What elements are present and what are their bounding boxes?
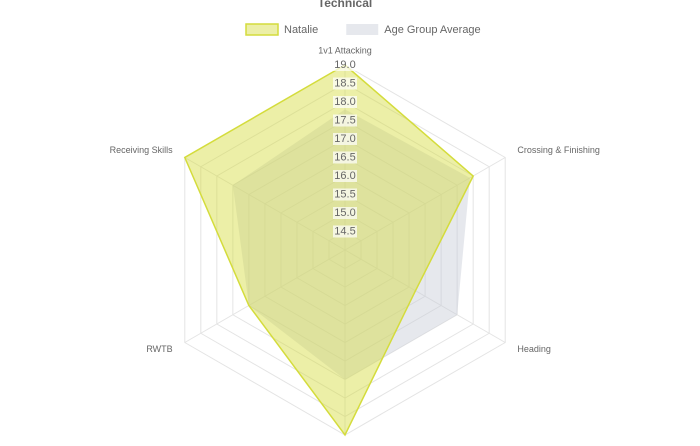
tick-label-bg bbox=[333, 225, 357, 238]
series-area bbox=[183, 64, 475, 437]
tick-label: 15.0 bbox=[334, 207, 355, 219]
spoke bbox=[184, 157, 346, 251]
spoke bbox=[344, 249, 506, 343]
chart-title: Technical bbox=[318, 0, 372, 10]
spoke bbox=[344, 157, 506, 251]
legend-label: Natalie bbox=[284, 24, 318, 36]
axis-label: Crossing & Finishing bbox=[517, 145, 600, 155]
legend-swatch bbox=[346, 24, 379, 35]
legend-swatch bbox=[245, 23, 279, 36]
spoke bbox=[184, 249, 346, 343]
tick-label: 18.5 bbox=[334, 77, 355, 89]
tick-label-bg bbox=[333, 188, 357, 201]
tick-label-bg bbox=[333, 114, 357, 127]
tick-label: 14.5 bbox=[334, 225, 355, 237]
legend-label: Age Group Average bbox=[384, 24, 480, 36]
tick-label-bg bbox=[333, 170, 357, 182]
tick-label: 16.0 bbox=[334, 170, 355, 182]
tick-label-bg bbox=[333, 59, 357, 71]
axis-label: Receiving Skills bbox=[110, 145, 174, 155]
tick-label: 15.5 bbox=[334, 188, 355, 200]
tick-label-bg bbox=[333, 77, 357, 90]
tick-label: 19.0 bbox=[334, 59, 355, 71]
tick-label: 17.0 bbox=[334, 133, 355, 145]
axis-label: RWTB bbox=[146, 344, 172, 354]
tick-label-bg bbox=[333, 207, 357, 219]
series-area bbox=[232, 109, 470, 380]
tick-label-bg bbox=[333, 133, 357, 145]
tick-label-bg bbox=[333, 151, 357, 164]
axis-label: Heading bbox=[517, 344, 551, 354]
tick-label: 17.5 bbox=[334, 114, 355, 126]
tick-label: 16.5 bbox=[334, 151, 355, 163]
axis-label: 1v1 Attacking bbox=[318, 45, 372, 55]
tick-label: 18.0 bbox=[334, 96, 355, 108]
tick-label-bg bbox=[333, 96, 357, 108]
